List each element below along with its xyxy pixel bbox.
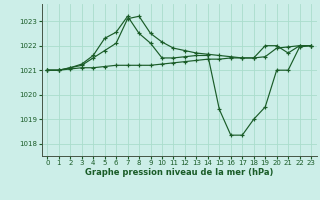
X-axis label: Graphe pression niveau de la mer (hPa): Graphe pression niveau de la mer (hPa) [85, 168, 273, 177]
